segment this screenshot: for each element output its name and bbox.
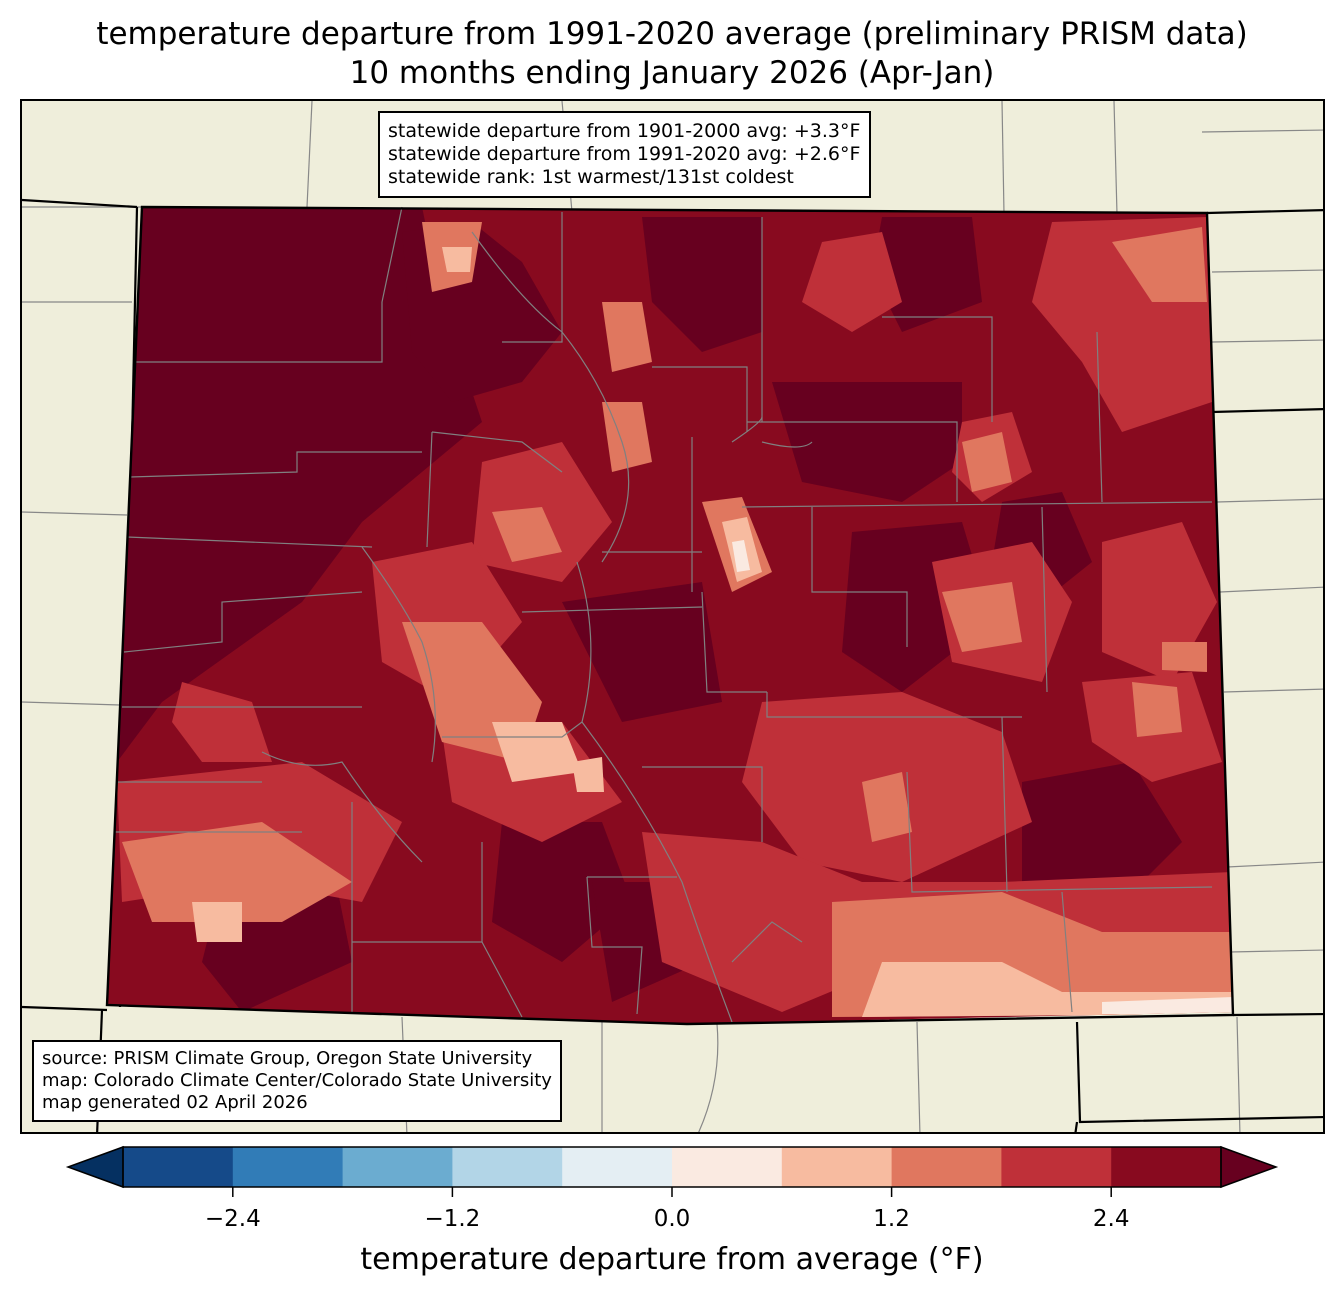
statewide-stats-box: statewide departure from 1901-2000 avg: …: [378, 111, 872, 198]
colorbar-tick-label: −1.2: [424, 1206, 481, 1232]
map-canvas: [22, 101, 1323, 1132]
colorbar-under-arrow: [65, 1145, 124, 1189]
map-credit-line: map: Colorado Climate Center/Colorado St…: [42, 1070, 552, 1091]
colorado-state-border: [105, 205, 1235, 1026]
colorbar-bin: [1001, 1147, 1112, 1187]
temperature-field: [107, 207, 1233, 1024]
colorbar-bin: [1111, 1147, 1222, 1187]
colorbar-bin: [891, 1147, 1002, 1187]
generated-date-line: map generated 02 April 2026: [42, 1092, 308, 1113]
colorbar-label: temperature departure from average (°F): [360, 1242, 984, 1277]
colorbar-tick-label: 0.0: [653, 1206, 691, 1232]
colorbar-tick-label: −2.4: [204, 1206, 261, 1232]
stats-departure-1991-2020: statewide departure from 1991-2020 avg: …: [388, 143, 861, 165]
source-credits-box: source: PRISM Climate Group, Oregon Stat…: [32, 1040, 562, 1122]
colorbar-bin: [562, 1147, 673, 1187]
colorbar-bin: [452, 1147, 563, 1187]
map-title-line-1: temperature departure from 1991-2020 ave…: [96, 16, 1248, 52]
colorbar-tick-label: 1.2: [873, 1206, 910, 1232]
map-panel: [20, 99, 1325, 1134]
stats-rank: statewide rank: 1st warmest/131st coldes…: [388, 166, 794, 188]
county-lines: [114, 206, 1213, 1023]
colorbar-bin: [342, 1147, 453, 1187]
colorbar-bin: [781, 1147, 893, 1187]
map-title-line-2: 10 months ending January 2026 (Apr-Jan): [349, 55, 995, 91]
colorbar-over-arrow: [1220, 1145, 1279, 1189]
source-line: source: PRISM Climate Group, Oregon Stat…: [42, 1048, 533, 1069]
colorbar-bin: [232, 1147, 344, 1187]
colorbar-bin: [672, 1147, 783, 1187]
stats-departure-1901-2000: statewide departure from 1901-2000 avg: …: [388, 120, 861, 142]
colorbar: [65, 1145, 1279, 1197]
colorbar-tick-label: 2.4: [1092, 1206, 1130, 1232]
colorbar-bin: [123, 1147, 234, 1187]
